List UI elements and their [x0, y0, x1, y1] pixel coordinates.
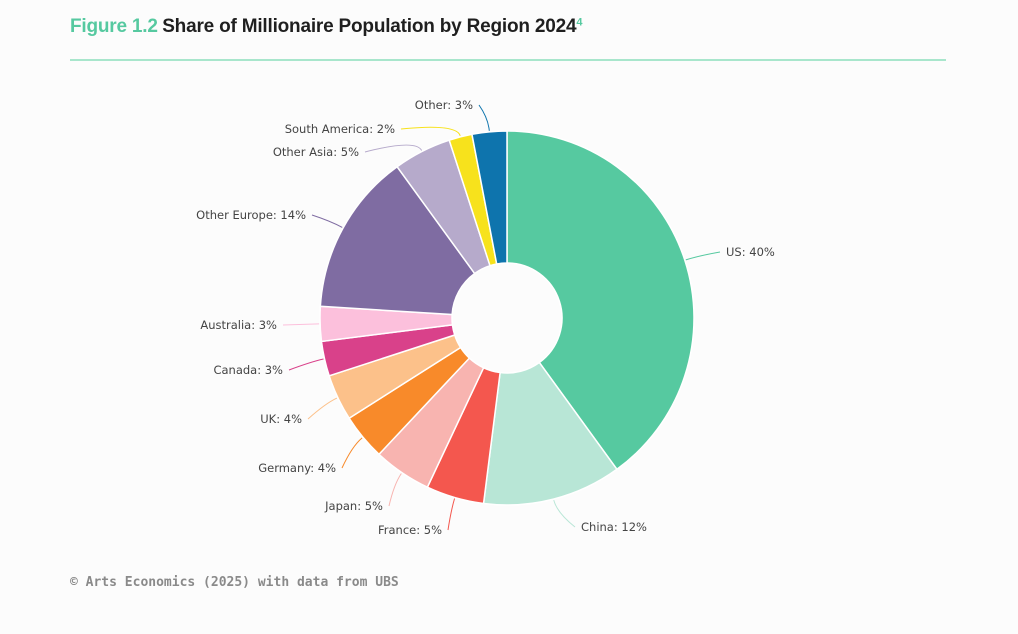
leader-other-asia: [364, 144, 423, 153]
label-japan: Japan: 5%: [324, 499, 383, 513]
header-divider: [70, 59, 946, 61]
leader-us: [685, 251, 721, 261]
label-us: US: 40%: [726, 245, 775, 259]
leader-south-america: [400, 126, 461, 137]
leader-lines: [282, 104, 721, 531]
label-other: Other: 3%: [415, 98, 473, 112]
source-note: © Arts Economics (2025) with data from U…: [70, 575, 399, 590]
figure-header: Figure 1.2 Share of Millionaire Populati…: [70, 16, 946, 38]
leader-china: [553, 499, 576, 528]
label-other-europe: Other Europe: 14%: [196, 208, 306, 222]
leader-other: [478, 104, 490, 131]
label-canada: Canada: 3%: [213, 363, 283, 377]
donut-slices: [319, 130, 695, 506]
chart-title: Share of Millionaire Population by Regio…: [162, 16, 577, 37]
label-south-america: South America: 2%: [285, 122, 395, 136]
slice-other-europe: [319, 165, 476, 316]
label-china: China: 12%: [581, 520, 647, 534]
figure-label: Figure 1.2: [70, 16, 158, 37]
leader-other-europe: [311, 214, 343, 228]
label-uk: UK: 4%: [260, 412, 302, 426]
label-germany: Germany: 4%: [258, 461, 336, 475]
leader-france: [447, 498, 456, 531]
footnote-marker: 4: [576, 16, 583, 29]
leader-japan: [388, 473, 402, 507]
label-australia: Australia: 3%: [200, 318, 277, 332]
slice-china: [482, 361, 618, 506]
leader-germany: [341, 437, 363, 469]
slice-other: [471, 130, 508, 265]
leader-uk: [307, 397, 338, 420]
label-other-asia: Other Asia: 5%: [273, 145, 359, 159]
label-france: France: 5%: [378, 523, 442, 537]
slice-us: [506, 130, 695, 471]
slice-labels: US: 40% China: 12% France: 5% Japan: 5% Germ…: [196, 98, 775, 537]
leader-canada: [288, 358, 324, 371]
leader-australia: [282, 323, 320, 326]
